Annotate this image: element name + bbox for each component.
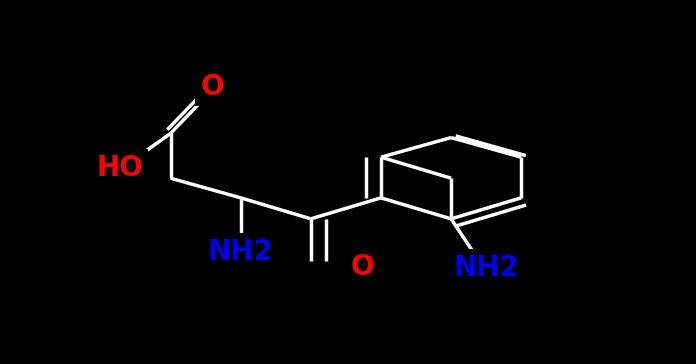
Text: O: O (200, 73, 224, 101)
Text: NH2: NH2 (453, 254, 519, 282)
Text: NH2: NH2 (208, 238, 274, 266)
Text: O: O (200, 73, 224, 101)
Text: O: O (350, 253, 374, 281)
Text: NH2: NH2 (453, 254, 519, 282)
Text: NH2: NH2 (208, 238, 274, 266)
Text: O: O (350, 253, 374, 281)
Text: HO: HO (96, 154, 143, 182)
Text: HO: HO (96, 154, 143, 182)
